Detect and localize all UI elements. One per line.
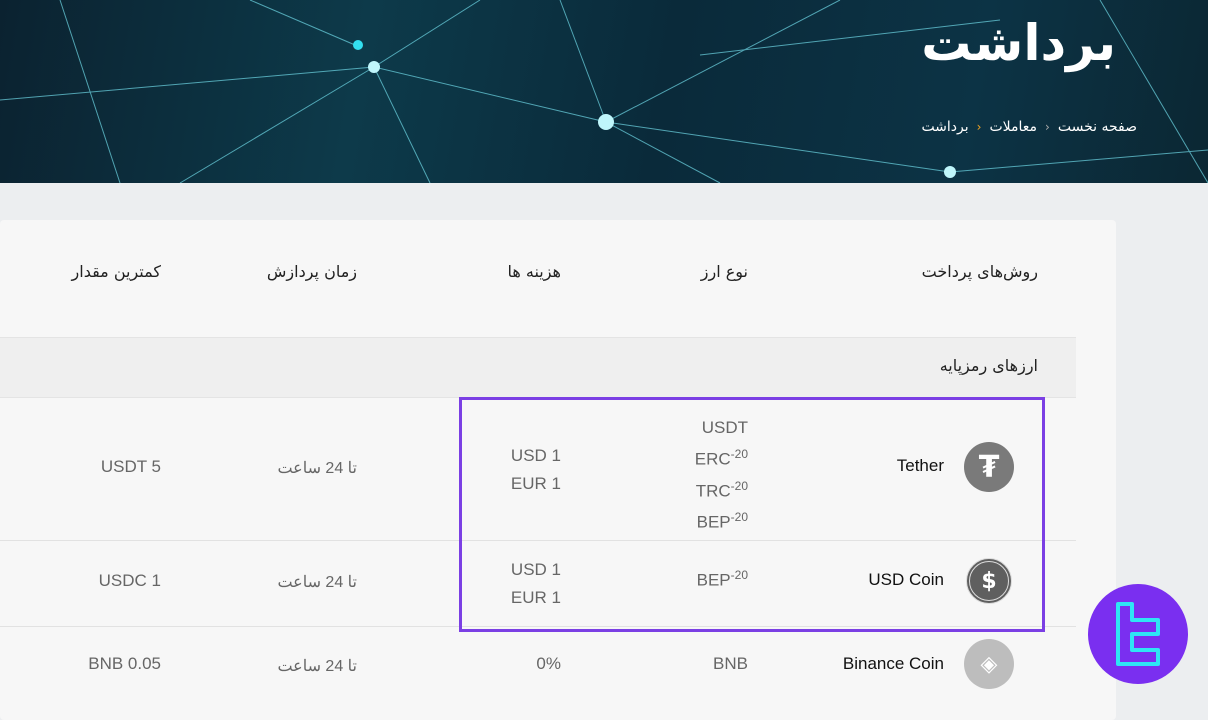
currency-type: BEP (696, 512, 731, 532)
breadcrumb-current: برداشت (921, 119, 969, 135)
highlight-box (459, 397, 1045, 632)
category-label: ارزهای رمزپایه (939, 356, 1038, 375)
col-header-fees: هزینه ها (507, 262, 561, 281)
currency-type: BNB (713, 654, 748, 673)
currency-type: TRC (695, 481, 731, 501)
type-suffix: -20 (730, 447, 748, 461)
breadcrumb-transactions[interactable]: معاملات (989, 119, 1038, 135)
fee: USD 1 (510, 560, 561, 579)
tc-logo-icon (1116, 602, 1160, 666)
currency-type: ERC (694, 449, 731, 469)
currency-types: USDT ERC-20 TRC-20 BEP-20 (695, 414, 748, 536)
col-header-processing-time: زمان پردازش (266, 262, 357, 281)
currency-types: BEP-20 (697, 568, 748, 591)
brand-logo (1088, 584, 1188, 684)
fees: USD 1 EUR 1 (511, 442, 561, 498)
col-header-currency-type: نوع ارز (700, 262, 748, 281)
withdrawal-table-card (0, 220, 1116, 720)
payment-name: Binance Coin (842, 654, 944, 673)
network-background-graphic (0, 0, 1208, 183)
usd-coin-icon: $ (966, 558, 1012, 604)
fee: 0% (536, 654, 561, 673)
col-header-payment: روش‌های پرداخت (921, 262, 1038, 281)
tether-icon: ₮ (964, 442, 1014, 492)
breadcrumb: صفحه نخست ‹ معاملات ‹ برداشت (921, 119, 1137, 135)
type-suffix: -20 (730, 510, 748, 525)
fee: USD 1 (510, 446, 561, 465)
chevron-left-icon: ‹ (1045, 120, 1050, 134)
type-suffix: -20 (730, 568, 748, 582)
type-suffix: -20 (730, 478, 748, 493)
min-amount: USDC 1 (98, 571, 161, 590)
col-header-min-amount: کمترین مقدار (71, 262, 161, 281)
currency-type: USDT (701, 418, 748, 437)
category-row: ارزهای رمزپایه (0, 337, 1076, 398)
row-divider (0, 540, 1076, 541)
processing-time: تا 24 ساعت (277, 574, 357, 591)
fee: EUR 1 (510, 474, 561, 493)
page-title: برداشت (921, 14, 1116, 72)
min-amount: BNB 0.05 (88, 654, 161, 673)
min-amount: USDT 5 (100, 457, 161, 476)
chevron-left-icon: ‹ (976, 120, 982, 134)
page-banner: برداشت صفحه نخست ‹ معاملات ‹ برداشت (0, 0, 1208, 183)
payment-name: Tether (896, 456, 944, 475)
payment-name: USD Coin (868, 570, 944, 589)
row-divider (0, 626, 1076, 627)
breadcrumb-home[interactable]: صفحه نخست (1057, 119, 1137, 135)
processing-time: تا 24 ساعت (277, 658, 357, 675)
fee: EUR 1 (510, 588, 561, 607)
currency-type: BEP (696, 570, 731, 590)
processing-time: تا 24 ساعت (277, 460, 357, 477)
fees: USD 1 EUR 1 (511, 556, 561, 612)
binance-coin-icon: ◈ (964, 639, 1014, 689)
